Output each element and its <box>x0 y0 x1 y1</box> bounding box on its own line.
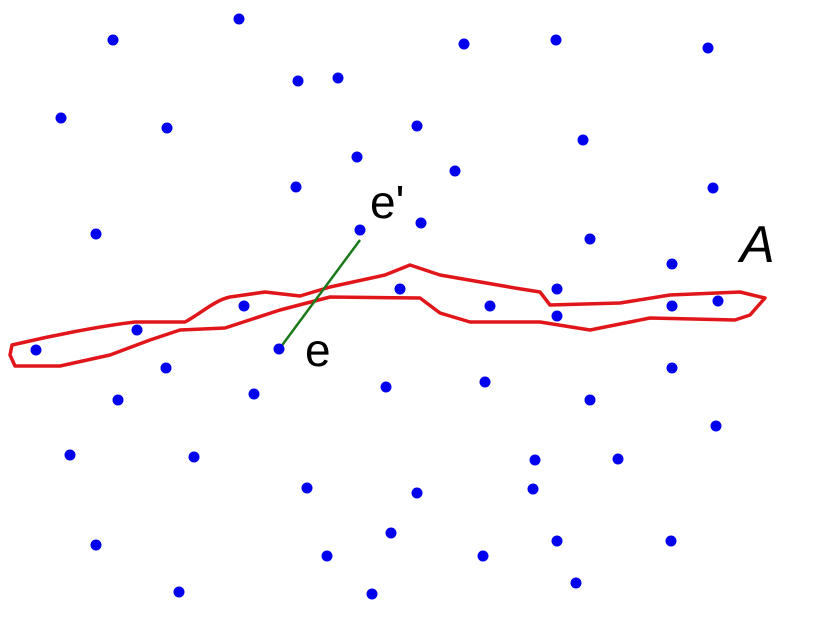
point <box>233 13 245 25</box>
point <box>477 550 489 562</box>
point <box>551 535 563 547</box>
point <box>188 451 200 463</box>
point <box>394 283 406 295</box>
edge <box>278 239 362 349</box>
point <box>458 38 470 50</box>
point <box>55 112 67 124</box>
point <box>551 283 563 295</box>
point <box>301 482 313 494</box>
point <box>710 420 722 432</box>
point <box>238 300 250 312</box>
point <box>385 527 397 539</box>
point <box>411 120 423 132</box>
point <box>584 394 596 406</box>
label-e-prime: e' <box>370 176 404 228</box>
point <box>529 454 541 466</box>
point <box>550 34 562 46</box>
points <box>30 13 724 600</box>
point <box>64 449 76 461</box>
point <box>527 483 539 495</box>
point <box>415 217 427 229</box>
point <box>484 300 496 312</box>
point <box>273 343 285 355</box>
point <box>90 228 102 240</box>
point <box>112 394 124 406</box>
point <box>366 588 378 600</box>
point <box>702 42 714 54</box>
point <box>354 224 366 236</box>
region-boundary <box>8 263 767 368</box>
point <box>160 362 172 374</box>
point <box>666 258 678 270</box>
point <box>107 34 119 46</box>
point <box>161 122 173 134</box>
point <box>479 376 491 388</box>
point <box>321 550 333 562</box>
point <box>666 362 678 374</box>
point <box>665 535 677 547</box>
point <box>411 487 423 499</box>
point <box>173 586 185 598</box>
point <box>666 300 678 312</box>
point <box>584 233 596 245</box>
point <box>332 72 344 84</box>
point <box>292 75 304 87</box>
point <box>248 388 260 400</box>
point <box>449 165 461 177</box>
point <box>577 134 589 146</box>
point <box>30 344 42 356</box>
point <box>612 453 624 465</box>
point <box>131 324 143 336</box>
label-e: e <box>305 324 331 376</box>
point <box>570 577 582 589</box>
point <box>712 295 724 307</box>
point <box>380 381 392 393</box>
point <box>90 539 102 551</box>
point <box>551 310 563 322</box>
point <box>290 181 302 193</box>
label-region: A <box>737 216 775 274</box>
point <box>351 151 363 163</box>
point <box>707 182 719 194</box>
